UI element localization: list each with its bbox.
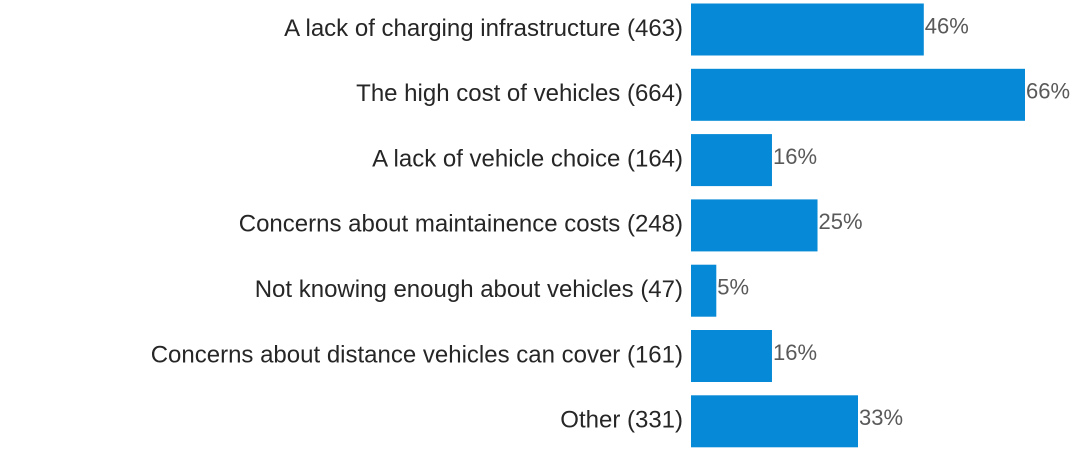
category-label: Concerns about maintainence costs (248) xyxy=(239,211,683,238)
category-label: Not knowing enough about vehicles (47) xyxy=(255,276,683,303)
value-label: 16% xyxy=(773,144,817,169)
bar xyxy=(691,264,717,317)
bar xyxy=(691,330,772,382)
category-label: A lack of charging infrastructure (463) xyxy=(284,15,683,42)
value-label: 46% xyxy=(925,13,969,38)
category-label: A lack of vehicle choice (164) xyxy=(372,145,683,172)
value-label: 16% xyxy=(773,340,817,365)
category-label: Other (331) xyxy=(560,407,683,434)
bar xyxy=(691,68,1025,121)
bar xyxy=(691,134,772,187)
bar xyxy=(691,395,858,448)
value-label: 66% xyxy=(1026,79,1070,104)
bar xyxy=(691,199,818,252)
value-label: 25% xyxy=(819,209,863,234)
value-label: 5% xyxy=(717,275,749,300)
category-label: The high cost of vehicles (664) xyxy=(356,80,683,107)
value-label: 33% xyxy=(859,405,903,430)
bar xyxy=(691,3,924,56)
category-label: Concerns about distance vehicles can cov… xyxy=(151,341,683,368)
